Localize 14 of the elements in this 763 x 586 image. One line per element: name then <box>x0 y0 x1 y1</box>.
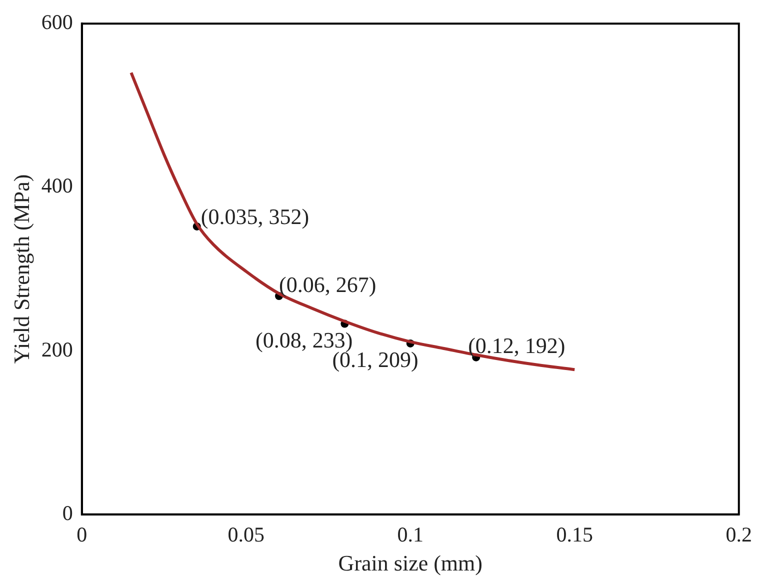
y-tick-label: 0 <box>62 500 73 525</box>
line-series <box>130 71 576 372</box>
y-tick-label: 400 <box>41 174 73 198</box>
annotation: (0.035, 352) <box>200 204 310 230</box>
y-axis-title: Yield Strength (MPa) <box>8 174 34 364</box>
x-tick-label: 0.15 <box>556 522 594 547</box>
x-tick-label: 0.05 <box>228 522 265 547</box>
y-tick-label: 200 <box>41 337 73 362</box>
x-tick-label: 0.2 <box>726 522 752 547</box>
x-axis-title: Grain size (mm) <box>338 550 482 576</box>
annotation: (0.06, 267) <box>278 272 376 297</box>
x-tick-label: 0.1 <box>397 522 424 547</box>
y-tick-label: 600 <box>41 10 73 34</box>
annotation: (0.12, 192) <box>468 333 566 358</box>
